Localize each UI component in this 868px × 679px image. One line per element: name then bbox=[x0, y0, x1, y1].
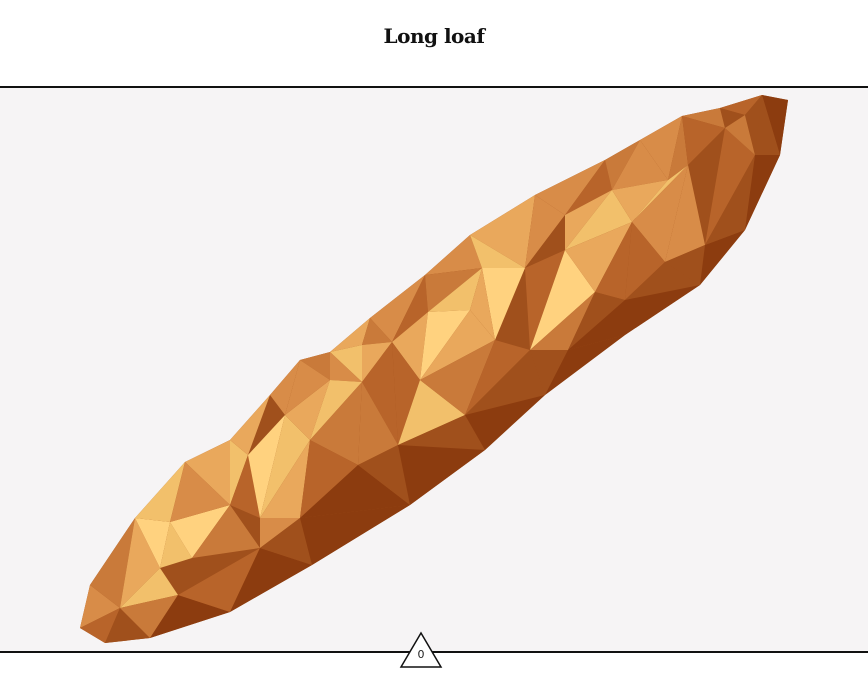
triangle-badge-icon bbox=[399, 631, 443, 668]
baguette-facets bbox=[80, 95, 788, 643]
counter-value: 0 bbox=[417, 648, 425, 661]
counter-badge: 0 bbox=[399, 630, 443, 670]
game-stage bbox=[0, 88, 868, 651]
header-bar: Long loaf bbox=[0, 0, 868, 88]
page-title: Long loaf bbox=[383, 24, 485, 48]
baguette-image[interactable] bbox=[0, 88, 868, 651]
